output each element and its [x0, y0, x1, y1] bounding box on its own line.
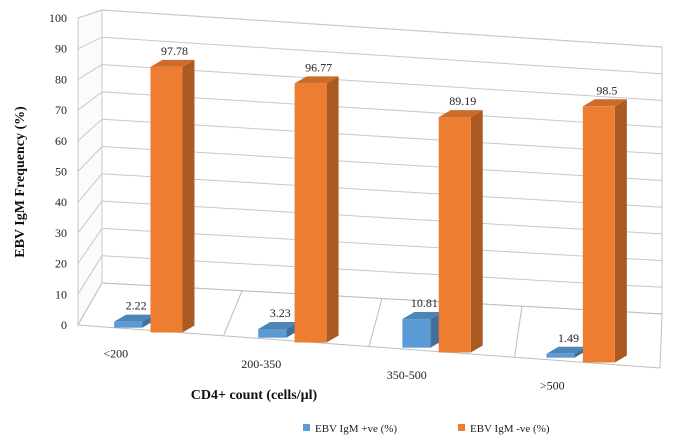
data-label: 89.19 [449, 94, 476, 108]
bar-side [470, 110, 483, 353]
gridline-60 [101, 118, 663, 155]
y-axis-title: EBV IgM Frequency (%) [13, 106, 28, 258]
data-label: 98.5 [596, 83, 617, 97]
legend-swatch [303, 424, 310, 431]
bar-series-1 [402, 312, 443, 348]
gridline-20 [101, 227, 663, 262]
bar-front [438, 117, 471, 353]
bar-top [582, 99, 627, 107]
side-gridline-60 [77, 118, 103, 142]
bar-top [258, 322, 299, 330]
bar-top [294, 76, 339, 84]
bar-top [546, 346, 587, 354]
y-tick-label: 60 [55, 134, 67, 148]
bar-front [114, 321, 143, 328]
floor-divider [368, 298, 383, 347]
bar-top [114, 314, 155, 322]
y-tick-label: 100 [49, 11, 67, 25]
y-tick-label: 50 [55, 165, 67, 179]
bar-side [182, 59, 195, 333]
bar-top [150, 59, 195, 67]
legend-label: EBV IgM -ve (%) [470, 423, 550, 435]
bar-front [294, 83, 327, 343]
x-tick-label: <200 [103, 346, 128, 360]
data-labels: 2.22 97.78 3.23 96.77 10.81 89.19 1.49 98.5 [126, 44, 618, 345]
data-label: 3.23 [270, 306, 291, 320]
gridline-80 [101, 64, 663, 101]
bar-series-2 [294, 76, 339, 343]
y-tick-label: 70 [55, 103, 67, 117]
gridline-50 [101, 146, 663, 181]
bar-series-2 [150, 59, 195, 333]
data-label: 2.22 [126, 299, 147, 313]
bar-front [546, 353, 575, 358]
y-tick-label: 30 [55, 226, 67, 240]
x-tick-label: >500 [540, 379, 565, 393]
legend-swatch [458, 424, 465, 431]
side-gridline-10 [77, 255, 103, 295]
bar-side [326, 76, 339, 343]
bars [114, 59, 627, 363]
side-gridline-100 [77, 9, 103, 19]
bar-side [614, 99, 627, 363]
y-axis-ticks: 0 10 20 30 40 50 60 70 80 90 100 [49, 11, 67, 332]
y-tick-label: 20 [55, 257, 67, 271]
chart-floor [77, 282, 663, 369]
gridline-70 [101, 91, 663, 128]
bar-top [402, 312, 443, 320]
x-tick-label: 350-500 [387, 368, 427, 382]
legend-label: EBV IgM +ve (%) [315, 423, 397, 435]
y-tick-label: 80 [55, 72, 67, 86]
gridline-100 [101, 9, 663, 48]
y-tick-label: 90 [55, 42, 67, 56]
side-gridline-70 [77, 91, 103, 111]
bar-series-2 [438, 110, 483, 353]
gridline-30 [101, 200, 663, 235]
floor-divider [223, 290, 243, 336]
bar-front [402, 319, 431, 348]
y-tick-label: 0 [61, 318, 67, 332]
floor-divider [514, 306, 523, 358]
y-tick-label: 10 [55, 287, 67, 301]
side-gridline-40 [77, 173, 103, 203]
gridline-10 [101, 255, 663, 288]
bar-series-2 [582, 99, 627, 363]
side-gridline-80 [77, 64, 103, 80]
y-tick-label: 40 [55, 195, 67, 209]
side-gridline-20 [77, 228, 103, 264]
data-label: 96.77 [305, 60, 332, 74]
side-gridline-90 [77, 36, 103, 50]
side-gridline-30 [77, 200, 103, 234]
gridline-40 [101, 173, 663, 208]
x-tick-label: 200-350 [241, 357, 281, 371]
gridline-90 [101, 36, 663, 75]
x-axis-ticks: <200 200-350 350-500 >500 [103, 346, 564, 392]
bar-top [438, 110, 483, 118]
bar-front [582, 106, 615, 363]
x-axis-title: CD4+ count (cells/µl) [191, 388, 318, 403]
bar-front [258, 329, 287, 338]
side-gridline-50 [77, 146, 103, 172]
data-label: 10.81 [411, 296, 438, 310]
legend: EBV IgM +ve (%) EBV IgM -ve (%) [303, 423, 550, 435]
data-label: 1.49 [558, 331, 579, 345]
data-label: 97.78 [161, 44, 188, 58]
bar-front [150, 66, 183, 333]
